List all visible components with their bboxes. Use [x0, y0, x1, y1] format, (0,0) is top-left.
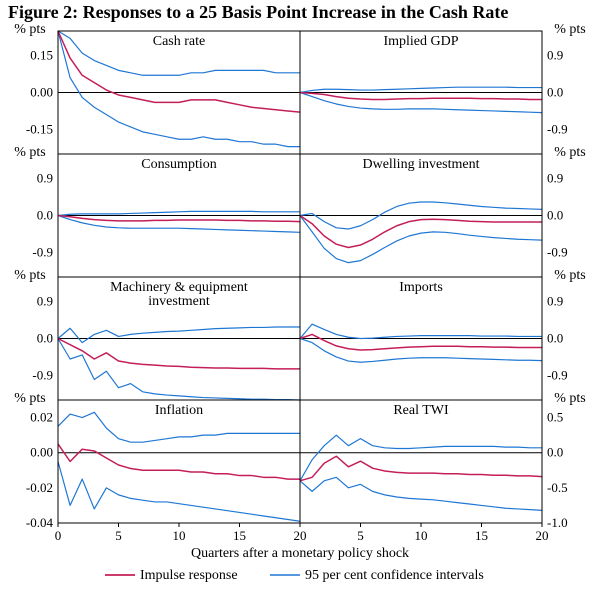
ytick-label: 0.9: [37, 294, 53, 309]
unit-label: % pts: [554, 268, 586, 283]
ytick-label: -1.0: [547, 515, 568, 530]
xtick-label: 5: [357, 528, 364, 543]
ytick-label: -0.02: [26, 480, 53, 495]
ytick-label: 0.0: [547, 331, 563, 346]
figure-title: Figure 2: Responses to a 25 Basis Point …: [0, 0, 600, 23]
unit-label: % pts: [14, 391, 46, 406]
ci-lower: [58, 216, 300, 233]
ytick-label: 0.9: [547, 294, 563, 309]
ytick-label: 0.0: [37, 208, 53, 223]
ytick-label: -0.9: [547, 121, 568, 136]
panel-title: Imports: [399, 280, 443, 295]
legend-label-impulse: Impulse response: [140, 568, 238, 583]
impulse-line: [58, 339, 300, 369]
ytick-label: 0.0: [547, 445, 563, 460]
unit-label: % pts: [14, 23, 46, 37]
xtick-label: 10: [173, 528, 186, 543]
panel-title: investment: [148, 294, 210, 309]
ytick-label: 0.02: [30, 410, 53, 425]
panel-title: Implied GDP: [383, 34, 458, 49]
xtick-label: 15: [475, 528, 488, 543]
xtick-label: 0: [55, 528, 62, 543]
unit-label: % pts: [554, 145, 586, 160]
ytick-label: -0.9: [547, 367, 568, 382]
ytick-label: -0.9: [547, 244, 568, 259]
ytick-label: 0.5: [547, 410, 563, 425]
panel-title: Cash rate: [153, 34, 205, 49]
impulse-line: [300, 334, 542, 350]
impulse-line: [300, 93, 542, 100]
panel-title: Consumption: [141, 157, 216, 172]
ytick-label: -0.5: [547, 480, 568, 495]
impulse-line: [300, 216, 542, 248]
panel-title: Inflation: [155, 403, 203, 418]
ci-lower: [300, 339, 542, 363]
ci-upper: [300, 87, 542, 92]
ytick-label: 0.0: [37, 331, 53, 346]
xtick-label: 15: [233, 528, 246, 543]
xtick-label: 10: [415, 528, 428, 543]
ci-upper: [300, 324, 542, 338]
x-axis-label: Quarters after a monetary policy shock: [191, 546, 409, 561]
panel-title: Real TWI: [393, 403, 449, 418]
ytick-label: -0.15: [26, 121, 53, 136]
ytick-label: 0.9: [547, 48, 563, 63]
xtick-label: 20: [294, 528, 307, 543]
ytick-label: 0.15: [30, 48, 53, 63]
unit-label: % pts: [14, 268, 46, 283]
ytick-label: -0.9: [32, 244, 53, 259]
xtick-label: 5: [115, 528, 122, 543]
panel-title: Dwelling investment: [362, 157, 479, 172]
ytick-label: -0.04: [26, 515, 54, 530]
ci-upper: [300, 435, 542, 481]
ytick-label: 0.9: [547, 171, 563, 186]
ytick-label: 0.00: [30, 445, 53, 460]
ci-lower: [300, 477, 542, 510]
ytick-label: 0.0: [547, 85, 563, 100]
impulse-line: [58, 444, 300, 479]
ci-upper: [58, 211, 300, 215]
unit-label: % pts: [14, 145, 46, 160]
xtick-label: 20: [536, 528, 549, 543]
ci-upper: [58, 327, 300, 343]
ytick-label: -0.9: [32, 367, 53, 382]
ci-lower: [300, 93, 542, 113]
panel-title: Machinery & equipment: [110, 280, 248, 295]
unit-label: % pts: [554, 23, 586, 37]
legend-label-ci: 95 per cent confidence intervals: [305, 568, 484, 583]
unit-label: % pts: [554, 391, 586, 406]
impulse-line: [58, 216, 300, 222]
figure-svg: Cash rate% pts-0.150.000.15Implied GDP% …: [0, 23, 600, 591]
ci-lower: [58, 339, 300, 401]
ytick-label: 0.00: [30, 85, 53, 100]
ytick-label: 0.0: [547, 208, 563, 223]
ytick-label: 0.9: [37, 171, 53, 186]
